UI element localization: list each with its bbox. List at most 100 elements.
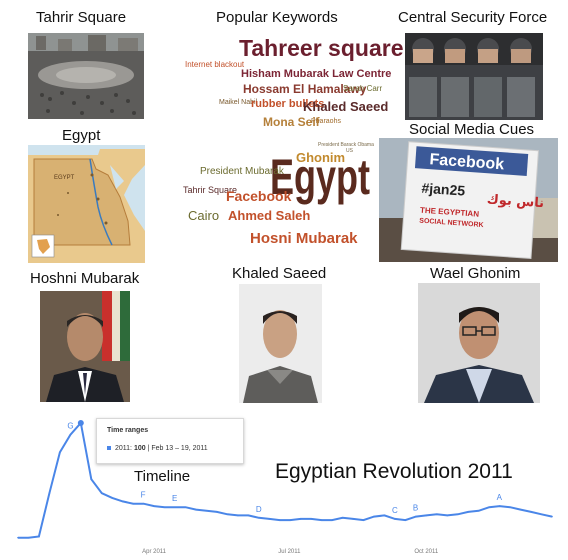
khaled-saeed-photo bbox=[239, 284, 322, 403]
cloud1-word: Mona Seif bbox=[263, 115, 320, 129]
timeline-data-point bbox=[90, 478, 93, 480]
timeline-data-point bbox=[509, 506, 511, 509]
sign-arabic-text: ناس بوك bbox=[486, 192, 544, 211]
timeline-data-point bbox=[205, 509, 208, 512]
tooltip-dates: | Feb 13 – 19, 2011 bbox=[147, 445, 208, 452]
timeline-data-point bbox=[216, 511, 218, 513]
cloud1-word: Maikel Nabil bbox=[219, 99, 258, 106]
label-hoshni-mubarak: Hoshni Mubarak bbox=[30, 270, 140, 287]
timeline-data-point bbox=[477, 509, 480, 512]
hoshni-mubarak-photo bbox=[40, 291, 130, 402]
sign-hashtag-text: #jan25 bbox=[421, 180, 466, 199]
timeline-x-tick: Apr 2011 bbox=[142, 549, 167, 555]
cloud1-word: Pharaohs bbox=[311, 118, 341, 125]
timeline-data-point bbox=[268, 518, 271, 520]
timeline-data-point bbox=[373, 515, 375, 518]
timeline-data-point bbox=[352, 518, 354, 520]
label-tahrir-square: Tahrir Square bbox=[36, 9, 127, 26]
cloud1-word: rubber bullets bbox=[251, 98, 325, 110]
timeline-data-point bbox=[174, 506, 176, 509]
timeline-data-point bbox=[467, 511, 470, 513]
label-social-media-cues: Social Media Cues bbox=[409, 121, 535, 138]
timeline-data-point bbox=[551, 515, 553, 518]
tooltip-series-dot bbox=[107, 446, 111, 451]
cloud2-word: Cairo bbox=[188, 208, 220, 223]
timeline-data-point bbox=[320, 519, 323, 521]
tooltip-value: 100 bbox=[133, 445, 146, 452]
timeline-data-point bbox=[446, 514, 449, 517]
cloud1-word: Hisham Mubarak Law Centre bbox=[241, 68, 392, 80]
timeline-data-point bbox=[456, 513, 459, 516]
timeline-marker-b: B bbox=[413, 504, 418, 513]
timeline-marker-e: E bbox=[172, 494, 177, 503]
tahrir-square-photo bbox=[28, 33, 144, 119]
cloud2-word: Tahrir Square bbox=[183, 185, 238, 195]
tooltip-range: 2011: bbox=[115, 445, 132, 452]
timeline-data-point bbox=[100, 492, 103, 494]
timeline-data-point bbox=[289, 519, 292, 521]
cloud1-word: Khaled Saeed bbox=[303, 99, 389, 114]
timeline-chart: Apr 2011 Jul 2011 Oct 2011 G F E D C B A bbox=[17, 420, 553, 555]
timeline-data-point bbox=[299, 518, 302, 520]
timeline-data-point bbox=[341, 516, 344, 519]
timeline-data-point bbox=[111, 497, 114, 499]
timeline-data-point bbox=[69, 433, 72, 436]
timeline-data-point bbox=[59, 451, 61, 454]
timeline-marker-f: F bbox=[141, 491, 146, 500]
timeline-data-point bbox=[310, 518, 312, 520]
timeline-data-point bbox=[184, 506, 187, 509]
timeline-data-point bbox=[153, 505, 155, 507]
timeline-data-point bbox=[498, 505, 501, 507]
timeline-marker-a: A bbox=[497, 493, 503, 502]
timeline-data-point bbox=[362, 519, 365, 521]
timeline-data-point bbox=[540, 513, 543, 516]
label-central-security-force: Central Security Force bbox=[398, 9, 548, 26]
timeline-data-point bbox=[383, 514, 386, 517]
label-khaled-saeed: Khaled Saeed bbox=[232, 265, 327, 282]
cloud1-word: Internet blackout bbox=[185, 60, 245, 69]
timeline-data-point bbox=[519, 508, 522, 511]
cloud1-word: Sarah Carr bbox=[343, 84, 383, 93]
timeline-data-point bbox=[195, 508, 197, 511]
time-range-tooltip: Time ranges 2011: 100 | Feb 13 – 19, 201… bbox=[96, 418, 244, 464]
timeline-marker-d: D bbox=[256, 505, 262, 514]
timeline-data-point bbox=[247, 514, 250, 517]
tooltip-row: 2011: 100 | Feb 13 – 19, 2011 bbox=[107, 445, 208, 452]
keyword-cloud-1: Tahreer square Internet blackout Hisham … bbox=[183, 31, 403, 135]
timeline-data-point bbox=[258, 516, 260, 519]
timeline-data-point bbox=[415, 515, 417, 518]
cloud1-word: Hossam El Hamalawy bbox=[243, 82, 367, 96]
timeline-data-point bbox=[132, 502, 134, 505]
timeline-x-tick: Jul 2011 bbox=[278, 549, 301, 555]
timeline-data-point bbox=[237, 514, 239, 517]
cloud2-word: Egypt bbox=[270, 149, 371, 205]
timeline-data-point bbox=[121, 500, 124, 503]
timeline-data-point bbox=[77, 420, 84, 426]
timeline-data-point bbox=[17, 536, 19, 539]
label-wael-ghonim: Wael Ghonim bbox=[430, 265, 521, 282]
timeline-data-point bbox=[142, 502, 145, 505]
egyptian-revolution-title: Egyptian Revolution 2011 bbox=[275, 460, 513, 483]
timeline-marker-g: G bbox=[67, 422, 73, 431]
sign-line2: SOCIAL NETWORK bbox=[419, 218, 484, 229]
timeline-data-point bbox=[27, 536, 30, 539]
timeline-data-point bbox=[38, 535, 40, 538]
timeline-data-point bbox=[530, 511, 532, 513]
label-popular-keywords: Popular Keywords bbox=[216, 9, 338, 26]
sign-line1: THE EGYPTIAN bbox=[420, 206, 480, 219]
label-egypt: Egypt bbox=[62, 127, 101, 144]
timeline-data-point bbox=[226, 513, 229, 516]
cloud1-word: Tahreer square bbox=[239, 35, 404, 61]
timeline-data-point bbox=[278, 519, 281, 521]
timeline-series-line bbox=[18, 420, 553, 539]
egypt-map: EGYPT bbox=[28, 145, 145, 263]
timeline-data-point bbox=[331, 519, 333, 521]
cloud2-word: Ahmed Saleh bbox=[228, 208, 311, 223]
timeline-x-tick: Oct 2011 bbox=[414, 549, 439, 555]
wael-ghonim-photo bbox=[418, 283, 540, 403]
timeline-data-point bbox=[488, 506, 490, 509]
cloud2-word: President Barack Obama bbox=[318, 142, 374, 148]
timeline-data-point bbox=[48, 492, 51, 494]
timeline-data-point bbox=[404, 519, 407, 521]
cloud2-word: US bbox=[346, 148, 353, 154]
